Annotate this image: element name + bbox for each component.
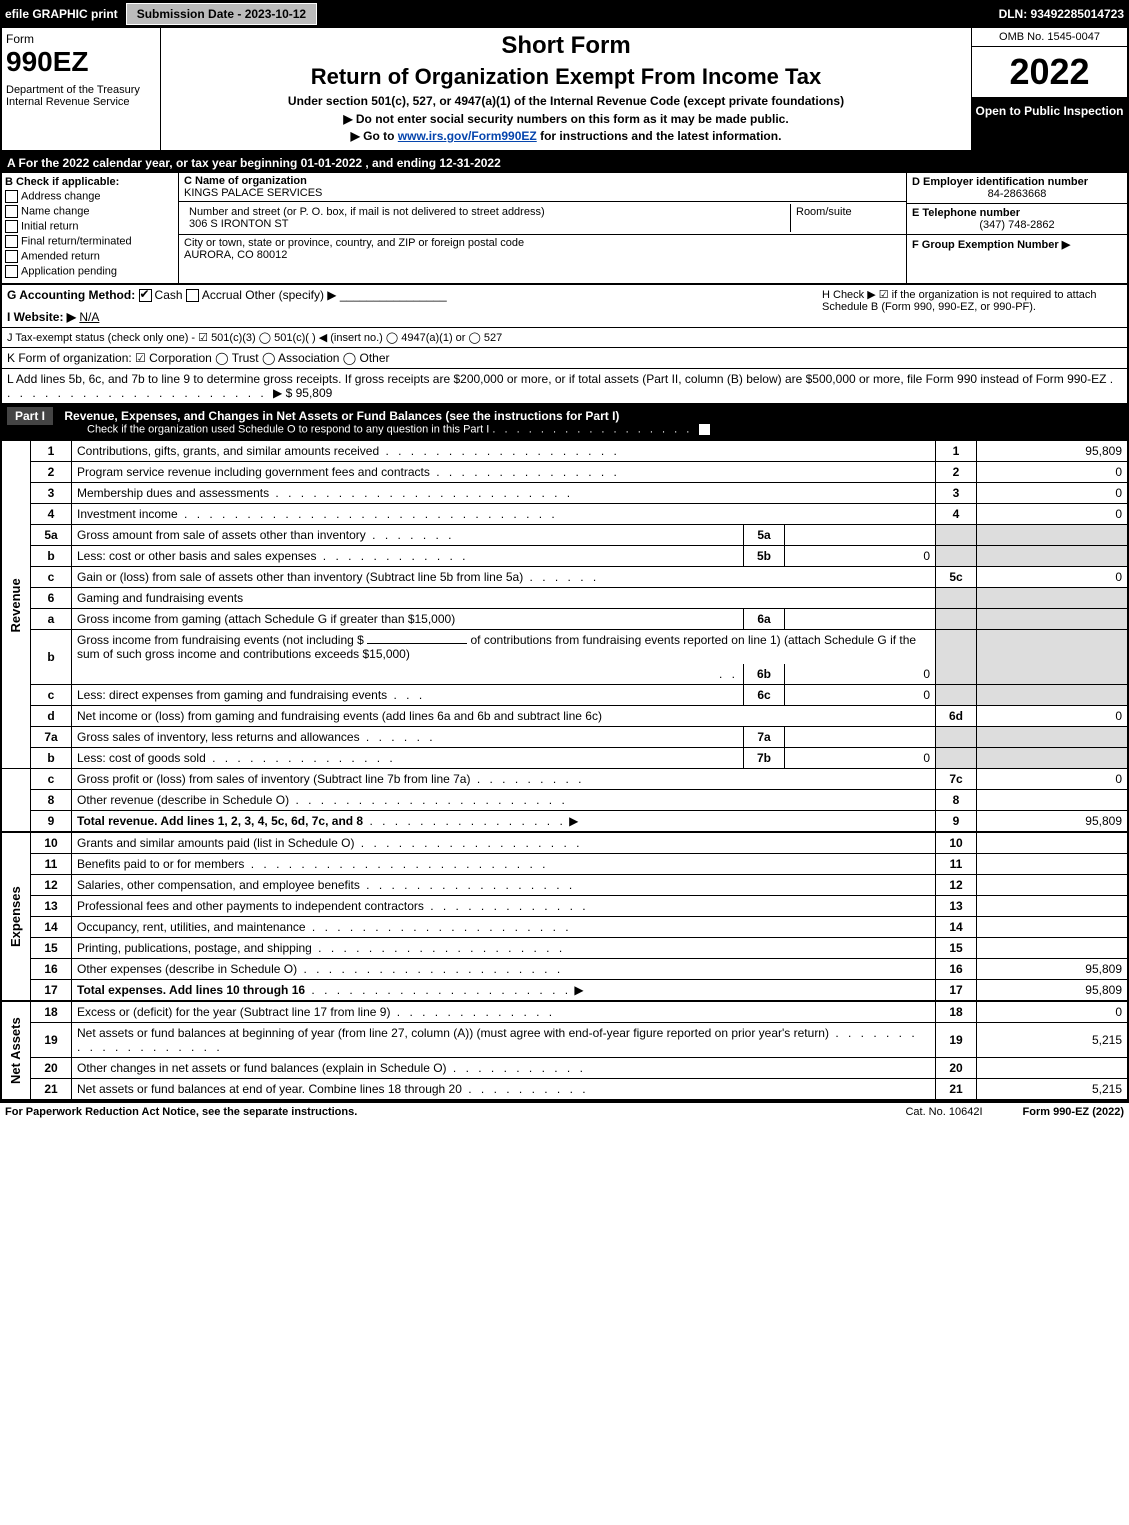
line-13-value bbox=[977, 896, 1129, 917]
submission-date: Submission Date - 2023-10-12 bbox=[126, 3, 317, 25]
line-3-value: 0 bbox=[977, 483, 1129, 504]
footer-right: Form 990-EZ (2022) bbox=[1023, 1106, 1124, 1118]
form-number: 990EZ bbox=[6, 46, 156, 78]
line-11-value bbox=[977, 854, 1129, 875]
street-value: 306 S IRONTON ST bbox=[189, 218, 785, 230]
instruction-goto: ▶ Go to www.irs.gov/Form990EZ for instru… bbox=[165, 129, 967, 143]
section-b: B Check if applicable: Address change Na… bbox=[2, 173, 179, 283]
line-2-value: 0 bbox=[977, 462, 1129, 483]
line-21-value: 5,215 bbox=[977, 1079, 1129, 1101]
section-l-text: L Add lines 5b, 6c, and 7b to line 9 to … bbox=[7, 372, 1106, 386]
section-l: L Add lines 5b, 6c, and 7b to line 9 to … bbox=[0, 369, 1129, 404]
form-header: Form 990EZ Department of the Treasury In… bbox=[0, 28, 1129, 152]
line-5a-value bbox=[785, 525, 936, 546]
part-1-header: Part I Revenue, Expenses, and Changes in… bbox=[0, 404, 1129, 441]
part-1-label: Part I bbox=[7, 407, 53, 425]
section-b-row: B Check if applicable: Address change Na… bbox=[0, 173, 1129, 285]
cb-initial-return[interactable]: Initial return bbox=[5, 220, 175, 233]
netassets-side-label: Net Assets bbox=[1, 1001, 31, 1100]
line-7b-value: 0 bbox=[785, 748, 936, 769]
section-c: C Name of organization KINGS PALACE SERV… bbox=[179, 173, 906, 283]
line-7c-value: 0 bbox=[977, 769, 1129, 790]
cb-amended-return[interactable]: Amended return bbox=[5, 250, 175, 263]
phone-value: (347) 748-2862 bbox=[912, 219, 1122, 231]
section-g-h: G Accounting Method: Cash Accrual Other … bbox=[0, 285, 1129, 328]
line-5b-value: 0 bbox=[785, 546, 936, 567]
room-suite-label: Room/suite bbox=[790, 204, 901, 232]
revenue-side-label: Revenue bbox=[1, 441, 31, 769]
line-10-value bbox=[977, 832, 1129, 854]
line-6d-value: 0 bbox=[977, 706, 1129, 727]
line-1-value: 95,809 bbox=[977, 441, 1129, 462]
section-a: A For the 2022 calendar year, or tax yea… bbox=[0, 152, 1129, 173]
cb-cash[interactable] bbox=[139, 289, 152, 302]
cb-application-pending[interactable]: Application pending bbox=[5, 265, 175, 278]
website-value: N/A bbox=[79, 310, 99, 324]
dln-label: DLN: 93492285014723 bbox=[999, 7, 1124, 21]
footer: For Paperwork Reduction Act Notice, see … bbox=[0, 1101, 1129, 1121]
cb-final-return[interactable]: Final return/terminated bbox=[5, 235, 175, 248]
website-label: I Website: ▶ bbox=[7, 310, 76, 324]
line-15-value bbox=[977, 938, 1129, 959]
line-14-value bbox=[977, 917, 1129, 938]
line-20-value bbox=[977, 1058, 1129, 1079]
line-7a-value bbox=[785, 727, 936, 748]
line-8-value bbox=[977, 790, 1129, 811]
section-j: J Tax-exempt status (check only one) - ☑… bbox=[0, 328, 1129, 348]
line-6b-value: 0 bbox=[785, 664, 936, 685]
header-right: OMB No. 1545-0047 2022 Open to Public In… bbox=[971, 28, 1127, 150]
omb-number: OMB No. 1545-0047 bbox=[972, 28, 1127, 47]
section-b-header: B Check if applicable: bbox=[5, 176, 175, 188]
line-9-value: 95,809 bbox=[977, 811, 1129, 833]
part-1-check-note: Check if the organization used Schedule … bbox=[87, 424, 489, 436]
ein-label: D Employer identification number bbox=[912, 176, 1088, 188]
footer-center: Cat. No. 10642I bbox=[905, 1106, 982, 1118]
cb-address-change[interactable]: Address change bbox=[5, 190, 175, 203]
inspection-notice: Open to Public Inspection bbox=[972, 98, 1127, 150]
instruction-ssn: ▶ Do not enter social security numbers o… bbox=[165, 112, 967, 126]
efile-label: efile GRAPHIC print bbox=[5, 7, 118, 21]
street-label: Number and street (or P. O. box, if mail… bbox=[189, 206, 785, 218]
cb-name-change[interactable]: Name change bbox=[5, 205, 175, 218]
revenue-table: Revenue 1 Contributions, gifts, grants, … bbox=[0, 441, 1129, 1101]
city-value: AURORA, CO 80012 bbox=[184, 249, 901, 261]
cb-schedule-o[interactable] bbox=[698, 423, 711, 436]
title-short-form: Short Form bbox=[165, 32, 967, 60]
line-6c-value: 0 bbox=[785, 685, 936, 706]
section-h: H Check ▶ ☑ if the organization is not r… bbox=[822, 288, 1122, 324]
section-d-e-f: D Employer identification number 84-2863… bbox=[906, 173, 1127, 283]
department-label: Department of the Treasury Internal Reve… bbox=[6, 84, 156, 108]
form-label: Form bbox=[6, 32, 156, 46]
line-17-value: 95,809 bbox=[977, 980, 1129, 1002]
top-bar: efile GRAPHIC print Submission Date - 20… bbox=[0, 0, 1129, 28]
line-5c-value: 0 bbox=[977, 567, 1129, 588]
line-6a-value bbox=[785, 609, 936, 630]
header-center: Short Form Return of Organization Exempt… bbox=[161, 28, 971, 150]
line-4-value: 0 bbox=[977, 504, 1129, 525]
org-name: KINGS PALACE SERVICES bbox=[184, 187, 901, 199]
header-left: Form 990EZ Department of the Treasury In… bbox=[2, 28, 161, 150]
section-l-value: ▶ $ 95,809 bbox=[273, 386, 332, 400]
subtitle: Under section 501(c), 527, or 4947(a)(1)… bbox=[165, 94, 967, 108]
accounting-method-label: G Accounting Method: bbox=[7, 288, 135, 302]
title-return: Return of Organization Exempt From Incom… bbox=[165, 64, 967, 90]
section-k: K Form of organization: ☑ Corporation ◯ … bbox=[0, 348, 1129, 369]
irs-link[interactable]: www.irs.gov/Form990EZ bbox=[398, 129, 537, 143]
expenses-side-label: Expenses bbox=[1, 832, 31, 1001]
tax-year: 2022 bbox=[972, 47, 1127, 98]
ein-value: 84-2863668 bbox=[912, 188, 1122, 200]
line-16-value: 95,809 bbox=[977, 959, 1129, 980]
line-18-value: 0 bbox=[977, 1001, 1129, 1023]
line-19-value: 5,215 bbox=[977, 1023, 1129, 1058]
phone-label: E Telephone number bbox=[912, 207, 1020, 219]
org-name-label: C Name of organization bbox=[184, 175, 901, 187]
city-label: City or town, state or province, country… bbox=[184, 237, 901, 249]
group-exemption-label: F Group Exemption Number ▶ bbox=[912, 239, 1070, 251]
footer-left: For Paperwork Reduction Act Notice, see … bbox=[5, 1106, 357, 1118]
line-12-value bbox=[977, 875, 1129, 896]
cb-accrual[interactable] bbox=[186, 289, 199, 302]
part-1-title: Revenue, Expenses, and Changes in Net As… bbox=[64, 409, 619, 423]
